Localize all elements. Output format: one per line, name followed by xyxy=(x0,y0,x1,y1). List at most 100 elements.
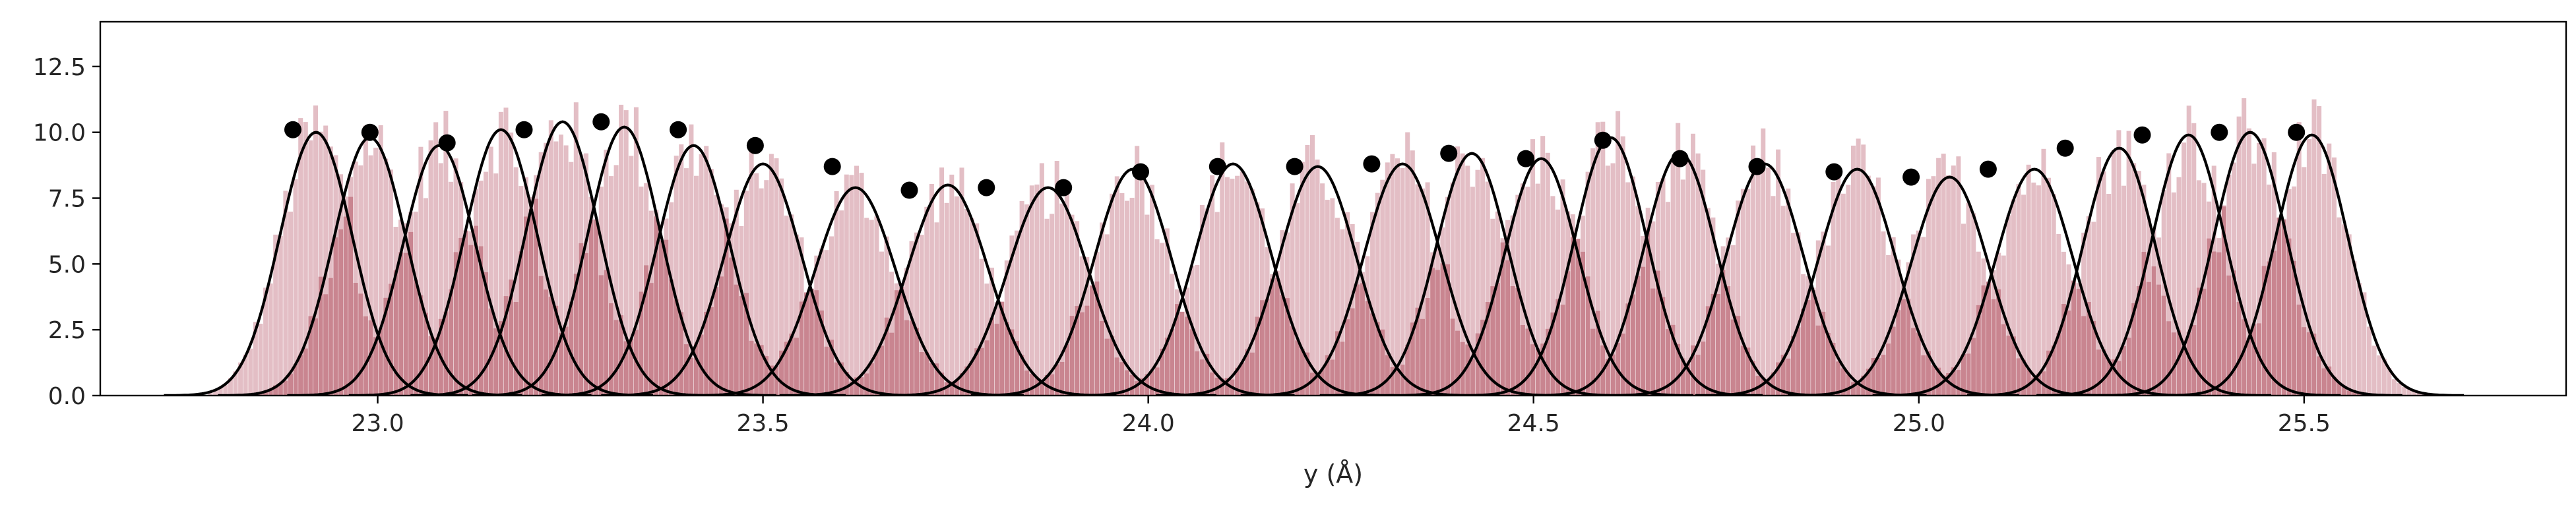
histogram-overlap-bar xyxy=(544,289,549,396)
histogram-overlap-bar xyxy=(1245,349,1250,396)
gaussian-fit-curve xyxy=(1966,146,2272,396)
histogram-bar xyxy=(1315,160,1320,396)
histogram-overlap-bar xyxy=(1015,341,1019,396)
histogram-bar xyxy=(1154,239,1160,396)
histogram-overlap-bar xyxy=(1951,367,1956,396)
histogram-bar xyxy=(538,152,544,396)
histogram-overlap-bar xyxy=(2121,345,2126,396)
histogram-overlap-bar xyxy=(1545,328,1550,396)
histogram-overlap-bar xyxy=(2031,377,2036,396)
histogram-overlap-bar xyxy=(2156,284,2162,396)
histogram-overlap-bar xyxy=(1666,329,1670,396)
histogram-overlap-bar xyxy=(1255,316,1260,396)
histogram-overlap-bar xyxy=(1565,271,1571,396)
histogram-overlap-bar xyxy=(1831,343,1836,396)
histogram-overlap-bar xyxy=(559,332,563,396)
data-point xyxy=(1055,179,1073,196)
histogram-bar xyxy=(1705,208,1711,396)
histogram-bar xyxy=(884,236,889,396)
histogram-bar xyxy=(1776,149,1781,396)
histogram-overlap-bar xyxy=(629,339,634,396)
histogram-overlap-bar xyxy=(1119,362,1125,396)
histogram-overlap-bar xyxy=(2091,320,2096,396)
gaussian-fit-curve xyxy=(164,131,468,396)
histogram-bar xyxy=(1680,179,1685,396)
histogram-overlap-bar xyxy=(2081,316,2087,396)
histogram-overlap-bar xyxy=(468,245,474,396)
histogram-overlap-bar xyxy=(328,278,333,396)
histogram-overlap-bar xyxy=(2056,333,2061,396)
histogram-bar xyxy=(1145,214,1150,396)
histogram-overlap-bar xyxy=(2242,319,2247,396)
histogram-overlap-bar xyxy=(683,344,689,396)
histogram-bar xyxy=(1224,177,1230,396)
histogram-overlap-bar xyxy=(573,274,579,396)
histogram-overlap-bar xyxy=(1170,329,1175,396)
data-point xyxy=(1286,158,1304,175)
histogram-bar xyxy=(2337,217,2342,396)
histogram-bar xyxy=(1916,230,1921,396)
histogram-overlap-bar xyxy=(2136,286,2141,396)
histogram-bar xyxy=(1400,168,1405,396)
histogram-overlap-bar xyxy=(1711,293,1716,396)
histogram-overlap-bar xyxy=(509,280,514,396)
histogram-overlap-bar xyxy=(569,301,574,396)
histogram-overlap-bar xyxy=(1570,237,1575,396)
histogram-overlap-bar xyxy=(1575,239,1581,396)
histogram-overlap-bar xyxy=(2161,295,2166,396)
histogram-bar xyxy=(854,165,859,396)
histogram-overlap-bar xyxy=(1926,351,1931,396)
histogram-overlap-bar xyxy=(1325,355,1330,396)
histogram-overlap-bar xyxy=(864,373,869,396)
histogram-bar xyxy=(1064,185,1069,396)
histogram-overlap-bar xyxy=(809,288,814,396)
histogram-overlap-bar xyxy=(1641,266,1646,396)
histogram-overlap-bar xyxy=(1380,329,1385,396)
histogram-overlap-bar xyxy=(623,341,629,396)
histogram-overlap-bar xyxy=(1801,309,1806,396)
histogram-bar xyxy=(1951,165,1956,396)
histogram-bar xyxy=(1110,193,1115,396)
histogram-overlap-bar xyxy=(724,218,729,396)
data-point xyxy=(746,136,764,154)
histogram-overlap-bar xyxy=(2141,252,2147,396)
histogram-overlap-bar xyxy=(1274,278,1280,396)
histogram-bar xyxy=(1290,183,1295,396)
histogram-bar xyxy=(1015,230,1019,396)
histogram-overlap-bar xyxy=(944,382,949,396)
histogram-bar xyxy=(1790,233,1796,396)
histogram-overlap-bar xyxy=(1780,355,1786,396)
histogram-overlap-bar xyxy=(769,365,774,396)
histogram-bar xyxy=(794,234,799,396)
histogram-overlap-bar xyxy=(478,246,484,396)
histogram-bar xyxy=(1670,158,1676,396)
histogram-bar xyxy=(313,105,318,396)
histogram-bar xyxy=(383,158,389,396)
histogram-bar xyxy=(2306,138,2311,396)
histogram-overlap-bar xyxy=(924,352,929,396)
histogram-overlap-bar xyxy=(708,307,714,396)
histogram-bar xyxy=(623,110,629,396)
histogram-bar xyxy=(1701,169,1706,396)
histogram-bar xyxy=(1125,200,1129,396)
data-point xyxy=(515,121,533,138)
histogram-overlap-bar xyxy=(1450,318,1455,396)
histogram-bar xyxy=(1831,182,1836,396)
histogram-overlap-bar xyxy=(1500,242,1505,396)
histogram-bar xyxy=(1425,182,1430,396)
histogram-overlap-bar xyxy=(1991,299,1996,396)
histogram-overlap-bar xyxy=(388,283,393,396)
histogram-overlap-bar xyxy=(1515,287,1521,396)
histogram-overlap-bar xyxy=(2021,359,2026,396)
histogram-bar xyxy=(263,287,268,396)
histogram-bar xyxy=(954,196,959,396)
histogram-overlap-bar xyxy=(288,374,293,396)
histogram-bar xyxy=(238,362,243,396)
histogram-overlap-bar xyxy=(1425,298,1430,396)
histogram-overlap-bar xyxy=(1475,333,1480,396)
histogram-overlap-bar xyxy=(889,332,895,396)
histogram-bar xyxy=(2046,177,2052,396)
histogram-bar xyxy=(258,324,263,396)
histogram-overlap-bar xyxy=(538,276,544,396)
histogram-bar xyxy=(2302,167,2307,396)
